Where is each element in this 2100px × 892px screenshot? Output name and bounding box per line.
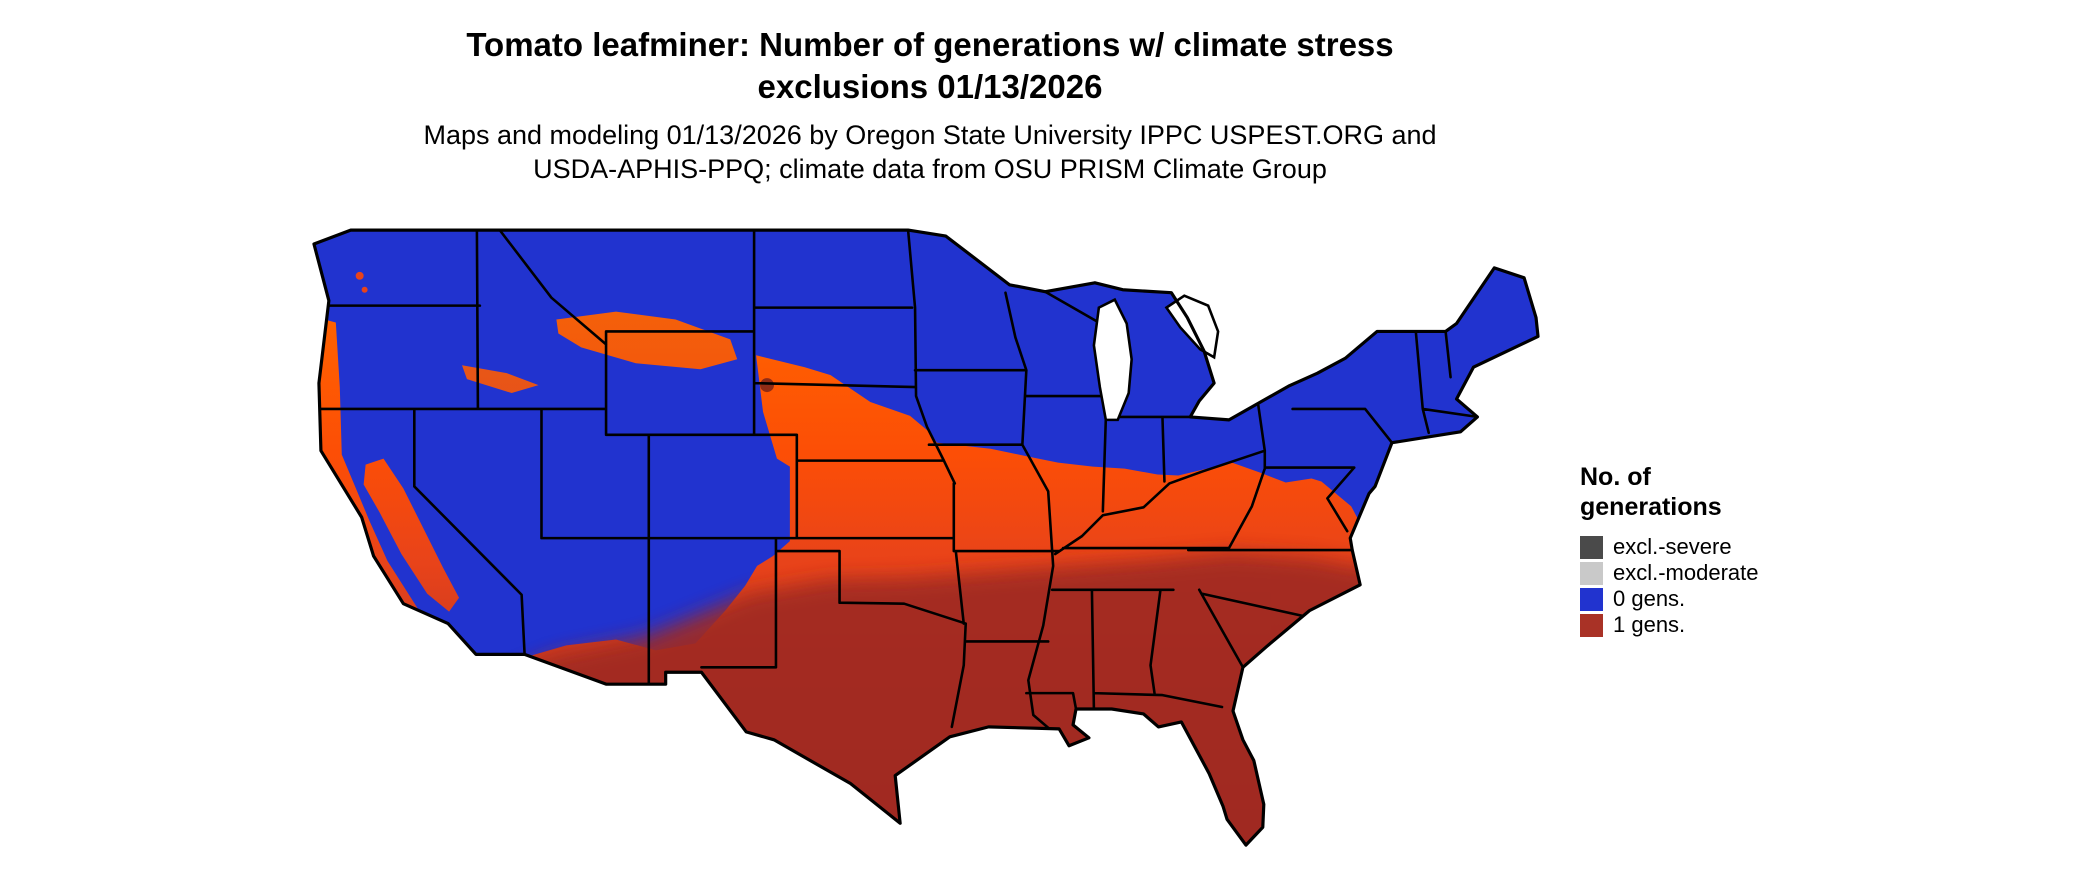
legend-item-excl-moderate: excl.-moderate [1580,560,1759,586]
lake-michigan [1092,297,1133,422]
legend-label-excl-severe: excl.-severe [1613,534,1732,559]
legend-title-line2: generations [1580,493,1722,521]
zone-snake-river-plain [462,365,539,394]
map-title: Tomato leafminer: Number of generations … [0,24,1860,108]
map-title-line1: Tomato leafminer: Number of generations … [466,26,1394,63]
zone-central-valley [363,458,460,612]
zone-puget-spot-2 [361,286,368,293]
map-title-line2: exclusions 01/13/2026 [757,68,1103,105]
state-borders [319,230,1479,741]
legend-swatch-excl-severe [1580,535,1603,559]
legend-label-excl-moderate: excl.-moderate [1613,560,1759,585]
map-subtitle: Maps and modeling 01/13/2026 by Oregon S… [0,118,1860,186]
legend-items: excl.-severe excl.-moderate 0 gens. 1 ge… [1580,534,1759,638]
zone-black-hills-spot [760,378,774,393]
us-generations-map [308,228,1540,884]
map-subtitle-line2: USDA-APHIS-PPQ; climate data from OSU PR… [533,154,1327,184]
zone-california-coast [313,315,522,671]
zone-montana-valley [556,311,738,370]
legend: No. of generations excl.-severe excl.-mo… [1580,462,1759,638]
legend-swatch-1-gens [1580,613,1603,637]
legend-label-1-gens: 1 gens. [1613,612,1686,637]
zone-puget-spot-1 [355,271,364,280]
legend-swatch-0-gens [1580,587,1603,611]
legend-item-0-gens: 0 gens. [1580,586,1759,612]
legend-label-0-gens: 0 gens. [1613,586,1686,611]
legend-item-1-gens: 1 gens. [1580,612,1759,638]
legend-item-excl-severe: excl.-severe [1580,534,1759,560]
us-map-svg [312,228,1540,847]
us-outline [312,228,1540,847]
map-subtitle-line1: Maps and modeling 01/13/2026 by Oregon S… [423,120,1437,150]
legend-title-line1: No. of [1580,463,1651,491]
legend-swatch-excl-moderate [1580,561,1603,585]
